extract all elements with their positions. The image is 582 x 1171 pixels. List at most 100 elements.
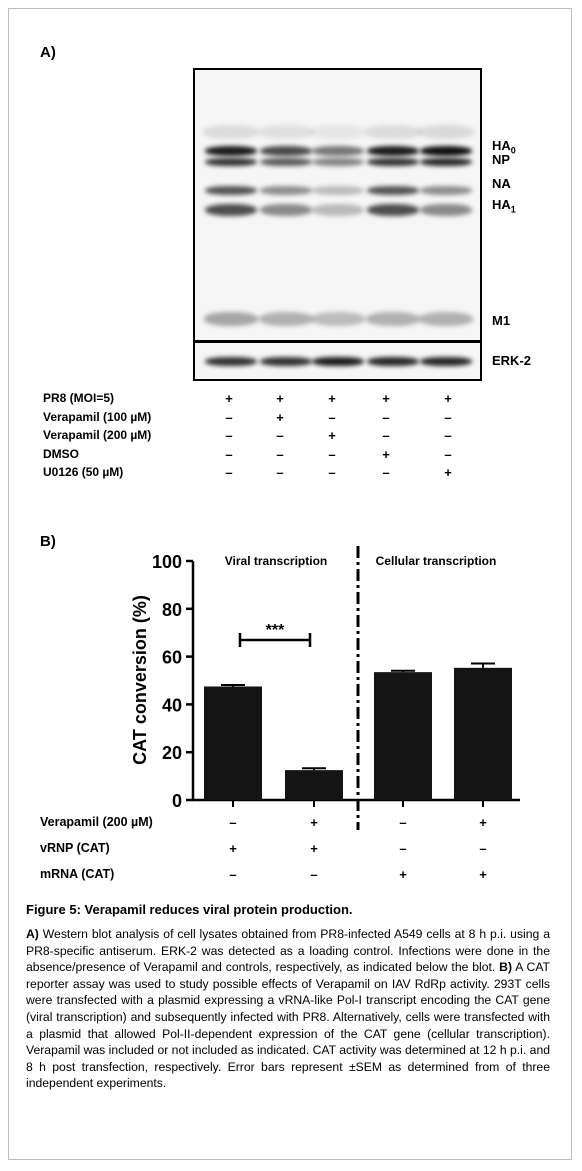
band-ha1-lane-1: [205, 204, 257, 216]
y-tick-label: 100: [152, 552, 182, 572]
blot-condition-label: DMSO: [43, 446, 79, 461]
band-ha1-lane-2: [260, 204, 312, 216]
group-label-viral: Viral transcription: [225, 554, 327, 568]
blot-condition-sign: –: [225, 428, 233, 443]
chart-condition-sign: +: [229, 841, 237, 856]
y-tick-label: 40: [162, 695, 182, 715]
blot-condition-sign: +: [382, 446, 390, 462]
band-np-lane-5: [420, 158, 472, 166]
blot-condition-label: PR8 (MOI=5): [43, 391, 115, 405]
chart-condition-sign: +: [479, 815, 487, 830]
figure-frame: [8, 8, 572, 1160]
band-m1-lane-5: [419, 312, 473, 326]
blot-condition-sign: –: [382, 428, 390, 443]
band-m1-lane-3: [311, 312, 365, 326]
blot-condition-sign: +: [444, 391, 452, 406]
band-erk2-lane-1: [205, 357, 257, 366]
band-m1-lane-2: [259, 312, 313, 326]
blot-condition-label: Verapamil (100 µM): [43, 409, 152, 424]
western-blot-main: [193, 68, 482, 342]
y-tick-label: 80: [162, 600, 182, 620]
blot-condition-sign: –: [276, 428, 284, 443]
band-na-lane-4: [367, 186, 419, 195]
band-na-lane-3: [312, 186, 364, 195]
band-np-lane-2: [260, 158, 312, 166]
band-smear-lane-2: [258, 125, 314, 139]
band-np-lane-1: [205, 158, 257, 166]
band-na-lane-5: [420, 186, 472, 195]
blot-condition-sign: +: [276, 409, 284, 425]
y-tick-label: 60: [162, 648, 182, 668]
blot-condition-sign: –: [444, 446, 452, 462]
chart-condition-label: Verapamil (200 µM): [40, 815, 153, 829]
bar-2: [285, 770, 343, 800]
panel-a-label: A): [40, 44, 56, 61]
blot-condition-sign: –: [382, 409, 390, 425]
band-smear-lane-1: [203, 125, 259, 139]
chart-condition-sign: +: [479, 867, 487, 882]
y-tick-label: 0: [172, 791, 182, 811]
band-ha0-lane-1: [205, 146, 257, 156]
band-smear-lane-3: [310, 125, 366, 139]
band-ha0-lane-3: [312, 146, 364, 156]
figure-caption-body: A) Western blot analysis of cell lysates…: [26, 926, 550, 1092]
band-np-lane-4: [367, 158, 419, 166]
blot-condition-sign: +: [328, 391, 336, 406]
blot-condition-sign: +: [444, 465, 452, 480]
chart-condition-label: vRNP (CAT): [40, 841, 110, 855]
chart-condition-label: mRNA (CAT): [40, 867, 115, 881]
group-label-cellular: Cellular transcription: [376, 554, 497, 568]
band-label-m1: M1: [492, 313, 511, 328]
band-ha1-lane-4: [367, 204, 419, 216]
panel-b-label: B): [40, 533, 56, 550]
y-tick-label: 20: [162, 743, 182, 763]
cat-conversion-bar-chart: CAT conversion (%) Viral transcription C…: [130, 546, 520, 830]
band-label-erk2: ERK-2: [492, 353, 532, 368]
blot-condition-sign: –: [225, 446, 233, 462]
band-ha1-lane-5: [420, 204, 472, 216]
chart-condition-sign: +: [310, 815, 318, 830]
band-label-np: NP: [492, 152, 511, 167]
blot-condition-sign: –: [382, 465, 390, 480]
band-na-lane-1: [205, 186, 257, 195]
bar-1: [204, 686, 262, 800]
band-ha0-lane-2: [260, 146, 312, 156]
caption-b-text: A CAT reporter assay was used to study p…: [26, 960, 550, 1091]
blot-condition-sign: +: [382, 391, 390, 406]
blot-condition-sign: +: [328, 428, 336, 443]
band-label-na: NA: [492, 176, 511, 191]
blot-condition-sign: –: [444, 428, 452, 443]
band-np-lane-3: [312, 158, 364, 166]
significance-stars: ***: [266, 622, 285, 639]
band-erk2-lane-4: [367, 357, 419, 366]
y-axis-label: CAT conversion (%): [130, 595, 150, 765]
band-smear-lane-5: [418, 125, 474, 139]
band-m1-lane-4: [366, 312, 420, 326]
band-ha0-lane-4: [367, 146, 419, 156]
blot-condition-sign: –: [276, 446, 284, 462]
blot-condition-sign: –: [328, 409, 336, 425]
bar-4: [454, 667, 512, 800]
figure-caption-title: Figure 5: Verapamil reduces viral protei…: [26, 902, 353, 917]
blot-condition-sign: –: [444, 409, 452, 425]
chart-condition-sign: –: [399, 841, 407, 856]
caption-a-marker: A): [26, 927, 39, 941]
blot-condition-sign: –: [328, 446, 336, 462]
caption-b-marker: B): [499, 960, 513, 975]
chart-condition-sign: –: [310, 867, 318, 882]
band-erk2-lane-5: [420, 357, 472, 366]
chart-condition-sign: –: [399, 815, 407, 830]
band-smear-lane-4: [365, 125, 421, 139]
blot-condition-sign: –: [225, 465, 233, 480]
blot-condition-sign: +: [225, 391, 233, 406]
band-label-ha1: HA1: [492, 197, 516, 215]
blot-condition-sign: –: [276, 465, 284, 480]
band-ha1-lane-3: [312, 204, 364, 216]
chart-condition-sign: –: [229, 867, 237, 882]
bar-3: [374, 672, 432, 800]
band-m1-lane-1: [204, 312, 258, 326]
blot-condition-label: U0126 (50 µM): [43, 465, 124, 479]
blot-condition-sign: –: [225, 409, 233, 425]
blot-condition-sign: +: [276, 391, 284, 406]
chart-condition-sign: +: [310, 841, 318, 856]
